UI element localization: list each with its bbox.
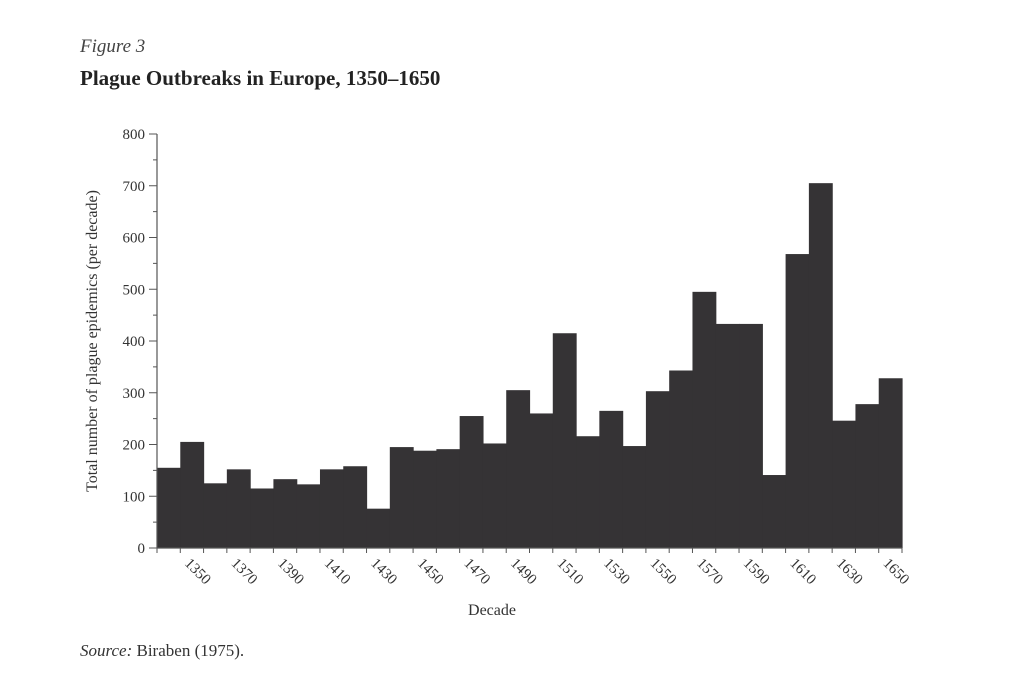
bar-1370: [226, 469, 251, 548]
bar-1350: [180, 441, 205, 548]
y-axis-title: Total number of plague epidemics (per de…: [84, 190, 101, 492]
bar-1490: [506, 390, 531, 548]
bars-group: [157, 183, 903, 548]
x-tick-label-1610: 1610: [786, 556, 819, 589]
bar-1600: [762, 475, 787, 548]
y-tick-label-800: 800: [123, 127, 146, 143]
x-tick-label-1630: 1630: [833, 556, 866, 589]
y-tick-label-400: 400: [123, 334, 146, 350]
bar-1340: [157, 467, 181, 548]
bar-1470: [459, 416, 484, 548]
y-tick-label-500: 500: [123, 282, 146, 298]
bar-1580: [715, 323, 740, 548]
bar-1390: [273, 479, 298, 548]
bar-1410: [319, 469, 344, 548]
y-tick-label-600: 600: [123, 231, 146, 247]
x-tick-label-1570: 1570: [693, 556, 726, 589]
x-tick-label-1390: 1390: [274, 556, 307, 589]
y-tick-label-200: 200: [123, 438, 146, 454]
y-tick-label-700: 700: [123, 179, 146, 195]
bar-1510: [552, 333, 577, 548]
x-tick-label-1550: 1550: [647, 556, 680, 589]
bar-1360: [203, 483, 228, 548]
x-tick-label-1430: 1430: [367, 556, 400, 589]
x-tick-label-1650: 1650: [880, 556, 913, 589]
y-tick-label-300: 300: [123, 386, 146, 402]
bar-1450: [413, 450, 437, 548]
bar-1590: [739, 323, 763, 548]
bar-1550: [645, 391, 670, 548]
source-note: Source: Biraben (1975).: [80, 641, 244, 661]
bar-1430: [366, 508, 391, 548]
bar-1460: [436, 449, 461, 548]
x-tick-label-1470: 1470: [460, 556, 493, 589]
bar-1630: [832, 420, 857, 548]
source-text: Biraben (1975).: [136, 641, 245, 660]
bar-1570: [692, 291, 717, 548]
y-tick-label-100: 100: [123, 489, 146, 505]
axes-group: 0 100 200 300 400 500 600 700 800: [123, 127, 903, 557]
bar-1640: [855, 404, 880, 548]
source-label: Source:: [80, 641, 133, 660]
bar-1560: [669, 370, 694, 548]
x-tick-label-1410: 1410: [321, 556, 354, 589]
bar-1500: [529, 413, 554, 548]
bar-1650: [878, 378, 903, 548]
x-tick-label-1450: 1450: [414, 556, 447, 589]
bar-1480: [482, 443, 507, 548]
bar-1380: [250, 488, 275, 548]
bar-1530: [599, 410, 624, 548]
bar-1540: [622, 446, 647, 548]
x-tick-label-1370: 1370: [228, 556, 261, 589]
x-tick-label-1510: 1510: [554, 556, 587, 589]
bar-1610: [785, 254, 810, 548]
x-axis-title: Decade: [468, 602, 516, 619]
x-tick-label-1350: 1350: [181, 556, 214, 589]
x-tick-label-1530: 1530: [600, 556, 633, 589]
bar-1440: [389, 447, 414, 548]
bar-1420: [343, 466, 368, 548]
y-tick-label-0: 0: [138, 541, 146, 557]
x-tick-label-1490: 1490: [507, 556, 540, 589]
x-tick-label-1590: 1590: [740, 556, 773, 589]
bar-1520: [576, 436, 600, 548]
bar-1620: [808, 183, 833, 548]
bar-1400: [296, 484, 321, 548]
chart-title: Plague Outbreaks in Europe, 1350–1650: [80, 66, 441, 90]
figure-number: Figure 3: [80, 36, 146, 57]
